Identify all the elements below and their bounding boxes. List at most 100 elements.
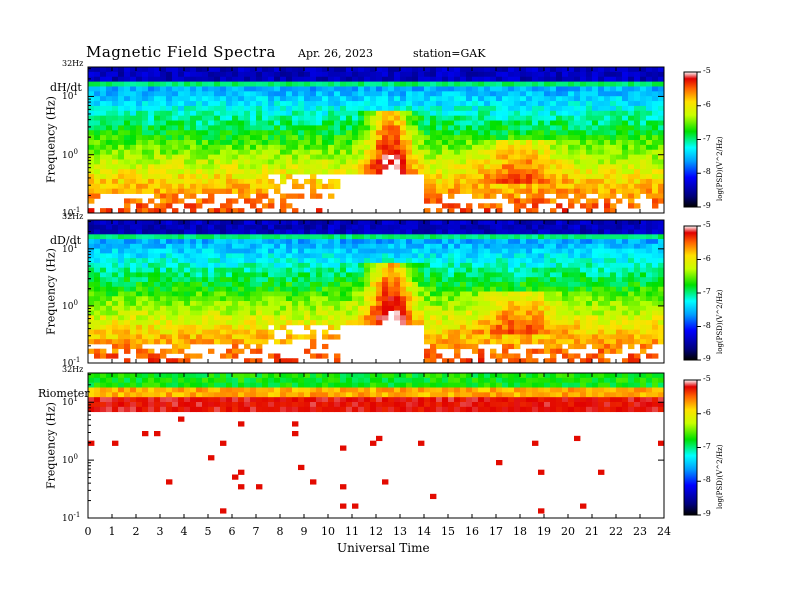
spectrogram-cell: [88, 183, 95, 190]
spectrogram-cell: [292, 178, 299, 185]
spectrogram-cell: [544, 110, 551, 117]
spectrogram-cell: [514, 183, 521, 190]
spectrogram-cell: [136, 224, 143, 230]
spectrogram-cell: [430, 120, 437, 126]
spectrogram-cell: [586, 272, 593, 278]
spectrogram-cell: [526, 315, 533, 321]
spectrogram-cell: [406, 224, 413, 230]
spectrogram-cell: [346, 253, 353, 259]
spectrogram-cell: [166, 243, 173, 249]
spectrogram-cell: [166, 203, 173, 209]
spectrogram-cell: [292, 130, 299, 136]
spectrogram-cell: [574, 193, 581, 199]
spectrogram-cell: [88, 324, 95, 331]
spectrogram-cell: [598, 135, 605, 141]
spectrogram-cell: [208, 334, 215, 340]
spectrogram-cell: [94, 144, 101, 151]
spectrogram-cell: [454, 248, 461, 254]
spectrogram-cell: [502, 76, 509, 82]
spectrogram-cell: [172, 343, 179, 350]
spectrogram-cell: [274, 339, 281, 345]
spectrogram-cell: [400, 320, 407, 326]
spectrogram-cell: [562, 348, 569, 354]
spectrogram-cell: [364, 140, 371, 146]
spectrogram-cell: [406, 144, 413, 151]
spectrogram-cell: [358, 262, 365, 269]
spectrogram-cell: [142, 149, 149, 155]
spectrogram-cell: [496, 320, 503, 326]
spectrogram-cell: [358, 281, 365, 288]
spectrogram-cell: [100, 115, 107, 121]
spectrogram-cell: [616, 169, 623, 175]
spectrogram-cell: [436, 110, 443, 117]
spectrogram-cell: [196, 169, 203, 175]
spectrogram-cell: [100, 239, 107, 245]
spectrogram-cell: [430, 193, 437, 199]
spectrogram-cell: [610, 154, 617, 160]
spectrogram-cell: [580, 229, 587, 235]
spectrogram-cell: [394, 159, 401, 165]
spectrogram-cell: [436, 86, 443, 92]
spectrogram-cell: [130, 315, 137, 321]
spectrogram-cell: [124, 234, 131, 240]
spectrogram-cell: [334, 262, 341, 269]
spectrogram-cell: [268, 120, 275, 126]
spectrogram-cell: [160, 67, 167, 73]
spectrogram-cell: [310, 120, 317, 126]
spectrogram-cell: [112, 174, 119, 180]
spectrogram-cell: [460, 324, 467, 331]
spectrogram-cell: [532, 159, 539, 165]
spectrogram-cell: [94, 105, 101, 112]
spectrogram-cell: [196, 229, 203, 235]
spectrogram-cell: [634, 164, 641, 170]
spectrogram-cell: [496, 291, 503, 297]
spectrogram-cell: [178, 101, 185, 107]
spectrogram-cell: [364, 115, 371, 121]
spectrogram-cell: [376, 164, 383, 170]
spectrogram-cell: [262, 277, 269, 283]
spectrogram-cell: [238, 239, 245, 245]
spectrogram-cell: [148, 154, 155, 160]
spectrogram-cell: [388, 81, 395, 87]
spectrogram-cell: [88, 144, 95, 151]
spectrogram-cell: [220, 91, 227, 97]
spectrogram-cell: [562, 154, 569, 160]
spectrogram-cell: [328, 286, 335, 292]
spectrogram-cell: [394, 76, 401, 82]
spectrogram-cell: [118, 135, 125, 141]
spectrogram-cell: [448, 105, 455, 112]
spectrogram-cell: [256, 135, 263, 141]
spectrogram-cell: [466, 135, 473, 141]
spectrogram-cell: [412, 120, 419, 126]
spectrogram-cell: [394, 234, 401, 240]
spectrogram-cell: [640, 96, 647, 102]
spectrogram-cell: [448, 149, 455, 155]
spectrogram-cell: [310, 164, 317, 170]
spectrogram-cell: [460, 115, 467, 121]
spectrogram-cell: [202, 277, 209, 283]
spectrogram-cell: [304, 291, 311, 297]
spectrogram-cell: [442, 159, 449, 165]
spectrogram-cell: [496, 67, 503, 73]
spectrogram-cell: [436, 248, 443, 254]
spectrogram-cell: [178, 262, 185, 269]
spectrogram-cell: [400, 272, 407, 278]
spectrogram-cell: [412, 144, 419, 151]
spectrogram-cell: [544, 154, 551, 160]
spectrogram-cell: [604, 253, 611, 259]
spectrogram-cell: [358, 149, 365, 155]
spectrogram-cell: [322, 154, 329, 160]
spectrogram-cell: [124, 291, 131, 297]
spectrogram-cell: [100, 320, 107, 326]
spectrogram-cell: [220, 334, 227, 340]
spectrogram-cell: [124, 334, 131, 340]
spectrogram-cell: [562, 149, 569, 155]
spectrogram-cell: [202, 234, 209, 240]
spectrogram-cell: [316, 71, 323, 78]
spectrogram-cell: [88, 120, 95, 126]
spectrogram-cell: [334, 310, 341, 316]
spectrogram-cell: [418, 86, 425, 92]
spectrogram-cell: [574, 149, 581, 155]
spectrogram-cell: [250, 174, 257, 180]
spectrogram-cell: [616, 198, 623, 204]
